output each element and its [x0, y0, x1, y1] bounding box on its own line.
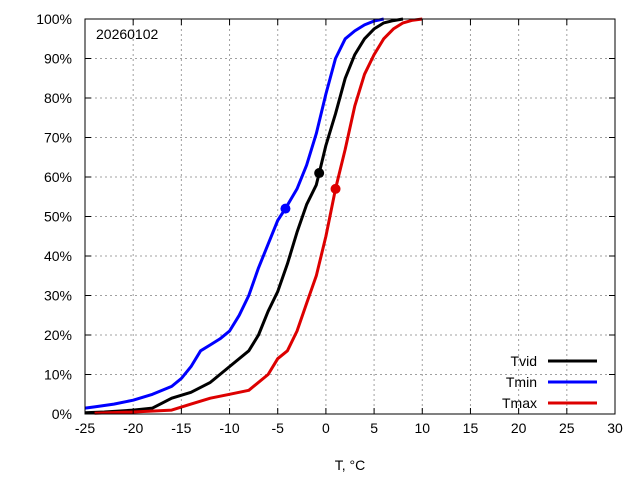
x-tick-label: 10 [414, 420, 430, 436]
y-tick-label: 30% [44, 288, 72, 304]
x-axis-ticks: -25 -20 -15 -10 -5 0 5 10 15 20 25 30 [75, 19, 623, 436]
series-marker-tmin [280, 203, 291, 214]
y-tick-label: 10% [44, 367, 72, 383]
y-tick-label: 40% [44, 248, 72, 264]
series-line-tmin [84, 17, 385, 410]
legend-label-tmin: Tmin [506, 374, 537, 390]
y-tick-label: 80% [44, 90, 72, 106]
x-tick-label: 5 [370, 420, 378, 436]
y-tick-label: 0% [52, 406, 72, 422]
series-line-tvid [84, 17, 404, 415]
x-axis-title: T, °C [335, 457, 366, 473]
series-lines [84, 17, 423, 415]
y-tick-label: 100% [36, 11, 72, 27]
x-tick-label: -15 [171, 420, 191, 436]
y-tick-label: 90% [44, 51, 72, 67]
y-axis-ticks: 0% 10% 20% 30% 40% 50% 60% 70% 80% 90% 100% [36, 11, 615, 422]
x-tick-label: 0 [322, 420, 330, 436]
y-tick-label: 20% [44, 327, 72, 343]
x-tick-label: -10 [219, 420, 239, 436]
series-line-tmax [94, 17, 423, 415]
x-tick-label: 15 [463, 420, 479, 436]
legend: Tvid Tmin Tmax [502, 353, 597, 411]
x-tick-label: 20 [511, 420, 527, 436]
x-tick-label: -5 [272, 420, 285, 436]
legend-label-tvid: Tvid [511, 353, 537, 369]
series-marker-tvid [314, 168, 325, 179]
grid [85, 19, 615, 414]
x-tick-label: 30 [607, 420, 623, 436]
x-tick-label: -25 [75, 420, 95, 436]
series-marker-tmax [330, 183, 341, 194]
y-tick-label: 60% [44, 169, 72, 185]
x-tick-label: 25 [559, 420, 575, 436]
x-tick-label: -20 [123, 420, 143, 436]
legend-label-tmax: Tmax [502, 395, 537, 411]
y-tick-label: 70% [44, 130, 72, 146]
y-tick-label: 50% [44, 209, 72, 225]
series-markers [280, 168, 341, 214]
date-annotation: 20260102 [96, 26, 159, 42]
